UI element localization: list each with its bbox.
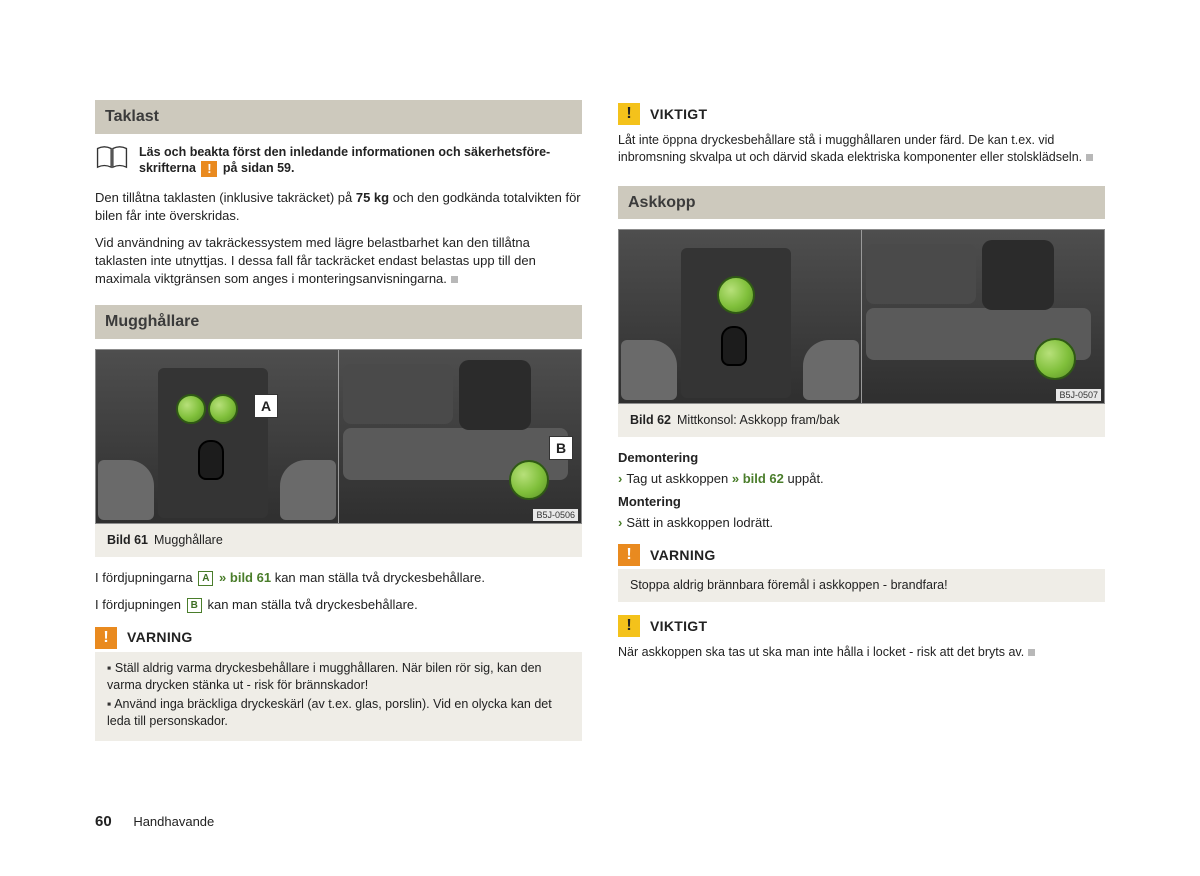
page-footer: 60 Handhavande: [95, 812, 214, 832]
note-icon: !: [618, 615, 640, 637]
note-viktigt-2: ! VIKTIGT När askkoppen ska tas ut ska m…: [618, 612, 1105, 667]
warning-bullet-2: Använd inga bräckliga dryckeskärl (av t.…: [107, 696, 570, 730]
left-column: Taklast Läs och beakta först den inledan…: [95, 100, 582, 751]
subhead-montering: Montering: [618, 493, 1105, 511]
section-heading-askkopp: Askkopp: [618, 186, 1105, 220]
figure-62-code: B5J-0507: [1056, 389, 1101, 401]
figure-key-b: B: [549, 436, 573, 460]
note-viktigt-1-text: Låt inte öppna dryckesbehållare stå i mu…: [618, 133, 1082, 164]
figure-61-pane-b: B B5J-0506: [339, 350, 581, 523]
inline-key-b: B: [187, 598, 202, 613]
note-title: VIKTIGT: [650, 105, 707, 124]
warning-askkopp-text: Stoppa aldrig brännbara föremål i askkop…: [618, 569, 1105, 602]
section-heading-mugghallare: Mugghållare: [95, 305, 582, 339]
figure-62: B5J-0507: [618, 229, 1105, 404]
figure-key-a: A: [254, 394, 278, 418]
chevron-icon: ›: [618, 471, 622, 486]
warning-mugghallare: ! VARNING Ställ aldrig varma dryckesbehå…: [95, 624, 582, 742]
figure-61-caption: Bild 61Mugghållare: [95, 524, 582, 557]
read-first-text: Läs och beakta först den inledande infor…: [139, 144, 582, 178]
warning-bullets: Ställ aldrig varma dryckesbehållare i mu…: [107, 660, 570, 731]
warning-icon: !: [618, 544, 640, 566]
mugg-line-1: I fördjupningarna A » bild 61 kan man st…: [95, 569, 582, 587]
book-suffix: på sidan 59.: [219, 161, 294, 175]
warning-title: VARNING: [127, 628, 193, 647]
warning-icon: !: [95, 627, 117, 649]
warning-bullet-1: Ställ aldrig varma dryckesbehållare i mu…: [107, 660, 570, 694]
figure-62-pane-a: [619, 230, 862, 403]
inline-warning-icon: !: [201, 161, 217, 177]
subhead-demontering: Demontering: [618, 449, 1105, 467]
note-viktigt-1: ! VIKTIGT Låt inte öppna dryckesbehållar…: [618, 100, 1105, 172]
right-column: ! VIKTIGT Låt inte öppna dryckesbehållar…: [618, 100, 1105, 751]
step-montering: ›Sätt in askkoppen lodrätt.: [618, 514, 1105, 532]
section-end-marker: [1086, 154, 1093, 161]
inline-key-a: A: [198, 571, 213, 586]
note-icon: !: [618, 103, 640, 125]
figure-62-caption: Bild 62Mittkonsol: Askkopp fram/bak: [618, 404, 1105, 437]
chevron-icon: ›: [618, 515, 622, 530]
ref-bild-61[interactable]: » bild 61: [219, 570, 271, 585]
figure-61-pane-a: A: [96, 350, 339, 523]
taklast-para-1: Den tillåtna taklasten (inklusive takräc…: [95, 189, 582, 224]
note-title: VIKTIGT: [650, 617, 707, 636]
warning-askkopp: ! VARNING Stoppa aldrig brännbara föremå…: [618, 541, 1105, 602]
book-icon: [95, 144, 129, 170]
taklast-para-2: Vid användning av takräckessystem med lä…: [95, 234, 582, 287]
page-number: 60: [95, 813, 112, 830]
warning-title: VARNING: [650, 546, 716, 565]
section-end-marker: [451, 276, 458, 283]
note-viktigt-2-text: När askkoppen ska tas ut ska man inte hå…: [618, 645, 1024, 659]
figure-61: A B B5J-0506: [95, 349, 582, 524]
figure-61-code: B5J-0506: [533, 509, 578, 521]
read-first-note: Läs och beakta först den inledande infor…: [95, 144, 582, 178]
ref-bild-62[interactable]: » bild 62: [732, 471, 784, 486]
section-end-marker: [1028, 649, 1035, 656]
step-demontering: ›Tag ut askkoppen » bild 62 uppåt.: [618, 470, 1105, 488]
section-heading-taklast: Taklast: [95, 100, 582, 134]
mugg-line-2: I fördjupningen B kan man ställa två dry…: [95, 596, 582, 614]
footer-section-name: Handhavande: [133, 814, 214, 829]
figure-62-pane-b: B5J-0507: [862, 230, 1104, 403]
